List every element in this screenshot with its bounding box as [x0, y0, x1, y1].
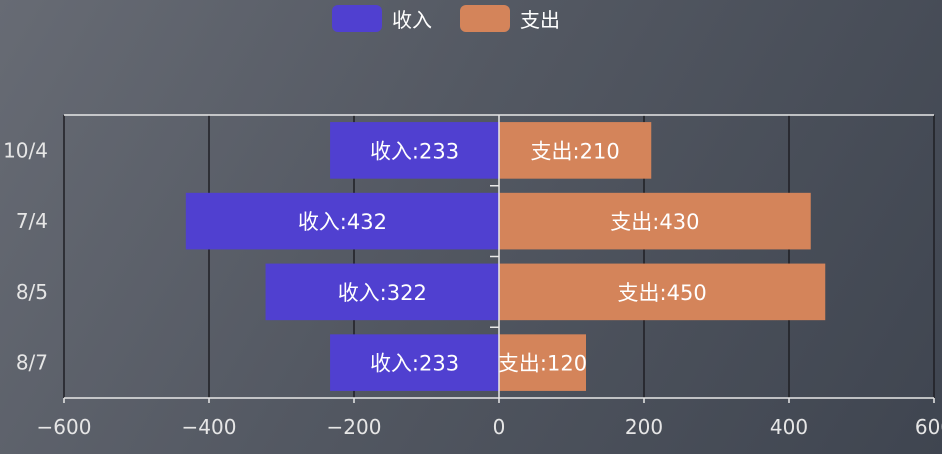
y-category-label: 10/4 [3, 138, 48, 162]
bar-收入[interactable] [330, 334, 499, 391]
bar-data-label: 收入:233 [370, 352, 459, 376]
legend-label[interactable]: 支出 [520, 8, 560, 32]
bar-收入[interactable] [330, 122, 499, 179]
x-tick-label: −600 [37, 415, 92, 439]
legend-swatch-支出[interactable] [460, 5, 510, 32]
legend-label[interactable]: 收入 [392, 8, 432, 32]
bar-data-label: 支出:450 [618, 281, 707, 305]
bar-data-label: 支出:120 [498, 352, 587, 376]
bar-data-label: 支出:210 [531, 139, 620, 163]
y-category-label: 8/5 [16, 280, 48, 304]
legend-swatch-收入[interactable] [332, 5, 382, 32]
bar-data-label: 收入:322 [338, 281, 427, 305]
x-tick-label: 0 [493, 415, 506, 439]
x-tick-label: −200 [327, 415, 382, 439]
bar-data-label: 收入:432 [298, 210, 387, 234]
bar-支出[interactable] [499, 263, 826, 321]
y-category-label: 7/4 [16, 209, 48, 233]
bar-支出[interactable] [499, 192, 811, 250]
bar-收入[interactable] [185, 192, 500, 250]
bar-收入[interactable] [265, 263, 499, 321]
y-category-label: 8/7 [16, 351, 48, 375]
x-tick-label: 200 [625, 415, 663, 439]
bar-data-label: 支出:430 [610, 210, 699, 234]
bar-data-label: 收入:233 [370, 139, 459, 163]
x-tick-label: 600 [915, 415, 942, 439]
x-tick-label: 400 [770, 415, 808, 439]
x-tick-label: −400 [182, 415, 237, 439]
bar-支出[interactable] [499, 122, 652, 179]
bar-支出[interactable] [499, 334, 586, 391]
